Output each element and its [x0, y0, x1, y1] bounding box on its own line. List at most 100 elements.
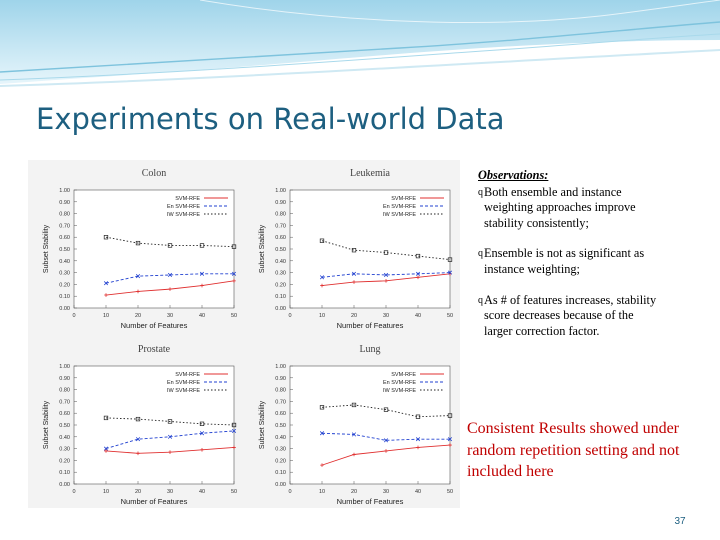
y-tick-label: 0.80: [275, 212, 286, 218]
bullet-icon: q: [478, 248, 483, 260]
y-tick-label: 0.80: [275, 388, 286, 394]
y-tick-label: 1.00: [275, 188, 286, 194]
y-tick-label: 0.30: [59, 271, 70, 277]
data-point-svm-rfe: [232, 279, 236, 283]
data-point-iw-svm-rfe: [167, 243, 173, 248]
data-point-en-svm-rfe: [167, 272, 173, 278]
data-point-iw-svm-rfe: [231, 244, 237, 249]
y-tick-label: 0.30: [275, 271, 286, 277]
chart-title: Colon: [142, 168, 166, 179]
x-tick-label: 50: [231, 313, 237, 319]
y-tick-label: 0.60: [275, 235, 286, 241]
legend-label: En SVM-RFE: [383, 380, 416, 386]
data-point-en-svm-rfe: [415, 437, 421, 442]
series-line-en-svm-rfe: [321, 432, 450, 441]
x-tick-label: 30: [383, 313, 389, 319]
y-tick-label: 0.60: [59, 411, 70, 417]
y-tick-label: 0.50: [59, 247, 70, 253]
y-tick-label: 0.20: [59, 282, 70, 288]
data-point-iw-svm-rfe: [351, 402, 357, 408]
y-tick-label: 0.60: [275, 411, 286, 417]
legend-label: IW SVM-RFE: [167, 212, 200, 218]
y-axis-label: Subset Stability: [259, 224, 266, 273]
data-point-iw-svm-rfe: [415, 414, 421, 419]
series-line-iw-svm-rfe: [321, 240, 451, 261]
y-tick-label: 0.70: [275, 223, 286, 229]
x-tick-label: 40: [415, 489, 421, 495]
data-point-iw-svm-rfe: [167, 419, 173, 424]
observation-item: q As # of features increases, stability …: [478, 293, 664, 340]
data-point-iw-svm-rfe: [103, 235, 109, 240]
data-point-svm-rfe: [384, 449, 388, 453]
x-tick-label: 40: [199, 489, 205, 495]
y-tick-label: 0.20: [275, 282, 286, 288]
x-axis-label: Number of Features: [337, 497, 404, 506]
bullet-icon: q: [478, 186, 483, 198]
legend-label: En SVM-RFE: [383, 204, 416, 210]
data-point-svm-rfe: [320, 283, 324, 288]
bullet-icon: q: [478, 294, 483, 306]
y-tick-label: 0.10: [59, 294, 70, 300]
series-line-iw-svm-rfe: [105, 417, 235, 426]
plot-area: [289, 189, 451, 309]
observation-item: q Both ensemble and instance weighting a…: [478, 185, 664, 232]
chart-panel-leukemia: Leukemia 0.00 0.10 0.20 0.30 0.40 0.50 0.60 0.70…: [259, 168, 453, 330]
y-tick-label: 0.70: [59, 223, 70, 229]
x-tick-label: 30: [167, 489, 173, 495]
data-point-en-svm-rfe: [415, 271, 421, 276]
data-point-en-svm-rfe: [231, 428, 237, 433]
x-tick-label: 10: [319, 489, 325, 495]
chart-title: Leukemia: [350, 168, 391, 179]
x-tick-label: 10: [103, 489, 109, 495]
x-tick-label: 40: [199, 313, 205, 319]
series-line-en-svm-rfe: [105, 273, 234, 284]
data-point-iw-svm-rfe: [135, 240, 141, 246]
banner-swoosh-4: [0, 49, 720, 87]
y-axis-label: Subset Stability: [259, 400, 266, 449]
y-tick-label: 0.10: [59, 470, 70, 476]
data-point-en-svm-rfe: [135, 437, 141, 442]
data-point-iw-svm-rfe: [383, 250, 389, 255]
data-point-en-svm-rfe: [103, 446, 109, 451]
x-tick-label: 40: [415, 313, 421, 319]
banner-swoosh-1: [0, 21, 720, 73]
y-tick-label: 0.40: [59, 259, 70, 265]
data-point-iw-svm-rfe: [415, 253, 421, 259]
observation-item: q Ensemble is not as significant as inst…: [478, 246, 664, 277]
x-tick-label: 0: [72, 489, 75, 495]
chart-title: Lung: [359, 344, 380, 355]
data-point-iw-svm-rfe: [135, 416, 141, 422]
y-tick-label: 0.00: [275, 482, 286, 488]
banner-swoosh-3: [199, 0, 720, 24]
y-tick-label: 0.40: [275, 259, 286, 265]
y-tick-label: 0.90: [275, 200, 286, 206]
data-point-iw-svm-rfe: [447, 257, 453, 262]
y-tick-label: 0.50: [59, 423, 70, 429]
legend-label: En SVM-RFE: [167, 204, 200, 210]
y-axis-label: Subset Stability: [43, 224, 50, 273]
chart-title: Prostate: [138, 344, 171, 355]
legend-label: SVM-RFE: [391, 196, 416, 202]
legend-label: SVM-RFE: [175, 196, 200, 202]
chart-panel-colon: Colon 0.00 0.10 0.20 0.30 0.40 0.50 0.60 0.70 0.8…: [43, 168, 237, 330]
y-tick-label: 0.90: [59, 200, 70, 206]
data-point-en-svm-rfe: [351, 432, 357, 437]
header-banner: [0, 0, 720, 87]
y-tick-label: 0.00: [275, 306, 286, 312]
data-point-iw-svm-rfe: [319, 238, 325, 243]
legend-label: IW SVM-RFE: [167, 388, 200, 394]
y-tick-label: 0.30: [275, 447, 286, 453]
data-point-iw-svm-rfe: [199, 421, 205, 426]
data-point-en-svm-rfe: [231, 271, 237, 276]
observation-text: As # of features increases, stability sc…: [484, 292, 657, 338]
data-point-en-svm-rfe: [383, 438, 389, 443]
banner-swoosh-2: [0, 33, 720, 81]
x-tick-label: 0: [72, 313, 75, 319]
data-point-en-svm-rfe: [447, 270, 453, 275]
data-point-en-svm-rfe: [447, 437, 453, 442]
data-point-svm-rfe: [352, 452, 356, 457]
data-point-en-svm-rfe: [199, 271, 205, 276]
data-point-en-svm-rfe: [383, 272, 389, 278]
y-tick-label: 0.70: [59, 399, 70, 405]
y-tick-label: 0.80: [59, 212, 70, 218]
